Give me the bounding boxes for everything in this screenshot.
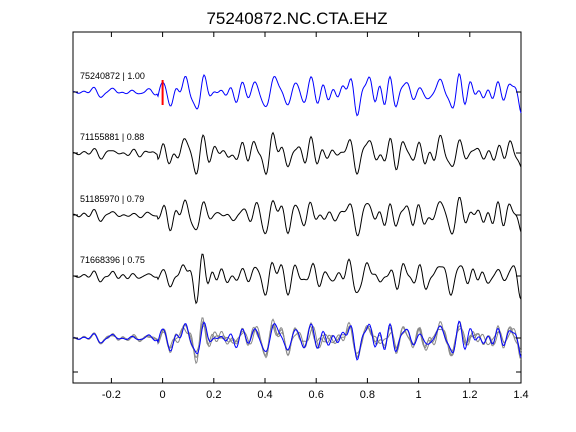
trace-line — [72, 253, 522, 305]
overlay-stack — [72, 317, 522, 373]
plot-frame — [72, 31, 522, 384]
trace-line — [73, 72, 522, 117]
trace-line — [72, 197, 522, 237]
trace-line — [72, 131, 522, 176]
x-axis: -0.2 0 0.2 0.4 0.6 0.8 1 1.2 1.4 — [102, 32, 529, 401]
trace-label: 71155881 | 0.88 — [80, 132, 144, 142]
x-tick-label: 0.8 — [360, 389, 375, 401]
x-tick-label: 0 — [160, 389, 166, 401]
trace-label: 51185970 | 0.79 — [80, 194, 144, 204]
chart-title: 75240872.NC.CTA.EHZ — [206, 9, 387, 28]
trace-stack — [72, 72, 522, 305]
x-tick-label: 0.6 — [309, 389, 324, 401]
trace-labels: 75240872 | 1.00 71155881 | 0.88 51185970 |… — [80, 71, 145, 265]
x-tick-label: 1 — [416, 389, 422, 401]
overlay-trace — [72, 318, 522, 359]
x-tick-label: 0.2 — [206, 389, 221, 401]
overlay-reference-trace — [73, 320, 522, 361]
x-tick-label: 1.2 — [462, 389, 477, 401]
x-tick-label: -0.2 — [102, 389, 121, 401]
trace-label: 71668396 | 0.75 — [80, 255, 145, 265]
x-tick-label: 1.4 — [513, 389, 528, 401]
trace-label: 75240872 | 1.00 — [80, 71, 145, 81]
x-tick-label: 0.4 — [257, 389, 272, 401]
